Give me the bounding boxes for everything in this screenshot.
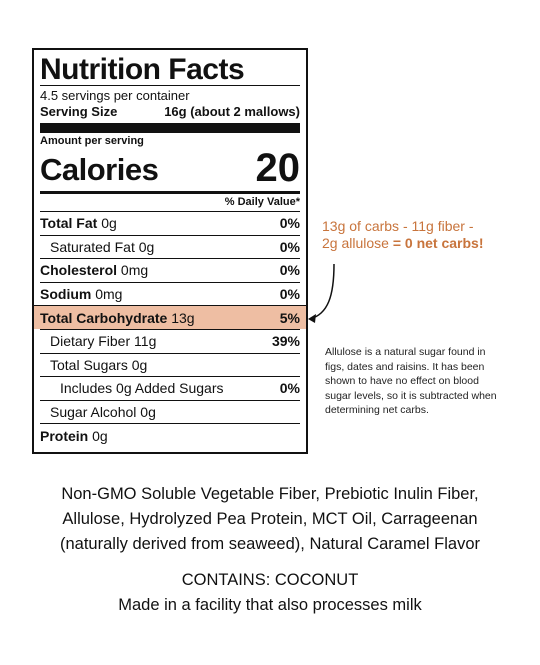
callout-line-2-end: = 0 net carbs! [392, 235, 484, 251]
nutrient-row-saturated-fat: Saturated Fat 0g 0% [40, 234, 300, 259]
nutrient-dv: 39% [271, 333, 300, 350]
facility-statement: Made in a facility that also processes m… [118, 596, 422, 614]
nutrient-dv: 5% [279, 309, 300, 326]
nutrient-row-cholesterol: Cholesterol 0mg 0% [40, 258, 300, 282]
nutrient-row-sugar-alcohol: Sugar Alcohol 0g [40, 399, 300, 424]
nutrient-amount: 13g [171, 309, 195, 326]
callout-line-1: 13g of carbs - 11g fiber - [322, 218, 474, 234]
nutrient-amount: 0mg [95, 286, 123, 303]
curved-arrow-icon [308, 263, 335, 323]
nutrient-name: Total Sugars [50, 356, 128, 373]
nutrient-amount: 0g [92, 427, 108, 444]
nutrient-amount: 11g [134, 333, 157, 350]
nutrient-amount: 0mg [120, 262, 149, 279]
calories-value: 20 [255, 146, 301, 190]
nutrient-name: Saturated Fat [50, 238, 135, 255]
nutrient-amount: 0g [101, 215, 117, 232]
nutrient-suffix: Added Sugars [134, 380, 224, 397]
nutrient-name: Total Carbohydrate [40, 309, 168, 326]
nutrient-row-total-sugars: Total Sugars 0g [40, 352, 300, 377]
nutrient-dv: 0% [279, 380, 300, 397]
divider [40, 85, 300, 86]
nutrient-amount: 0g [138, 238, 155, 255]
callout-line-2-start: 2g allulose [322, 235, 389, 251]
servings-per-container: 4.5 servings per container [40, 88, 190, 103]
ingredients-list: Non-GMO Soluble Vegetable Fiber, Prebiot… [10, 482, 530, 557]
nutrient-amount: 0g [116, 380, 132, 397]
serving-size-value: 16g (about 2 mallows) [164, 104, 300, 119]
callout-line-2: 2g allulose = 0 net carbs! [322, 235, 522, 252]
nutrient-amount: 0g [140, 404, 156, 421]
nutrient-dv: 0% [279, 215, 300, 232]
nutrient-row-protein: Protein 0g [40, 423, 300, 447]
contains-allergen: CONTAINS: COCONUT [181, 571, 359, 589]
nutrient-row-added-sugars: Includes 0g Added Sugars 0% [40, 376, 300, 400]
nutrient-amount: 0g [131, 356, 148, 373]
calories-row: Calories 20 [40, 148, 300, 188]
nutrient-name: Total Fat [40, 215, 98, 232]
nutrient-row-dietary-fiber: Dietary Fiber 11g 39% [40, 328, 300, 353]
nutrient-row-total-carbohydrate: Total Carbohydrate 13g 5% [34, 305, 306, 329]
serving-size-row: Serving Size 16g (about 2 mallows) [40, 104, 300, 120]
nutrient-name: Dietary Fiber [50, 333, 131, 350]
nutrition-facts-label: Nutrition Facts 4.5 servings per contain… [32, 48, 308, 454]
divider-thick [40, 123, 300, 133]
allulose-note: Allulose is a natural sugar found in fig… [325, 346, 497, 416]
nutrient-dv: 0% [279, 262, 300, 279]
nutrient-row-total-fat: Total Fat 0g 0% [40, 211, 300, 235]
nutrient-dv: 0% [279, 286, 300, 303]
allergen-statement: CONTAINS: COCONUT Made in a facility tha… [10, 568, 530, 618]
nutrient-name: Cholesterol [40, 262, 118, 279]
ingredients-line-1: Non-GMO Soluble Vegetable Fiber, Prebiot… [61, 485, 479, 503]
nutrition-facts-title: Nutrition Facts [40, 53, 245, 86]
divider-medium [40, 191, 300, 194]
nutrient-row-sodium: Sodium 0mg 0% [40, 281, 300, 306]
ingredients-line-2: Allulose, Hydrolyzed Pea Protein, MCT Oi… [62, 510, 478, 528]
net-carbs-callout: 13g of carbs - 11g fiber - 2g allulose =… [322, 218, 522, 252]
ingredients-line-3: (naturally derived from seaweed), Natura… [60, 535, 480, 553]
serving-size-label: Serving Size [40, 104, 118, 119]
nutrient-name: Sodium [40, 286, 92, 303]
nutrient-name: Includes [60, 380, 113, 397]
daily-value-header: % Daily Value* [224, 196, 300, 208]
calories-label: Calories [40, 152, 159, 187]
nutrient-name: Sugar Alcohol [50, 404, 137, 421]
nutrient-name: Protein [40, 427, 89, 444]
amount-per-serving: Amount per serving [40, 135, 144, 147]
nutrient-dv: 0% [279, 238, 300, 255]
